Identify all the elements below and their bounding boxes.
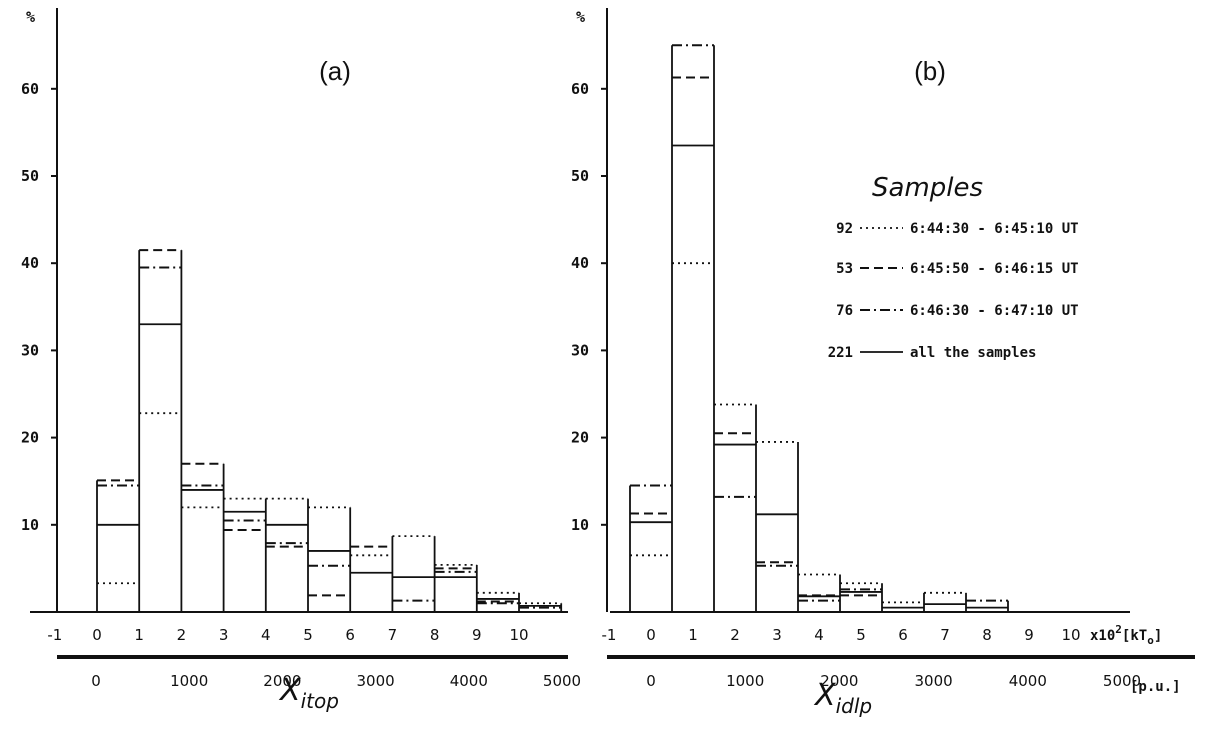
x-tick-label-upper: 8 <box>982 626 992 644</box>
x-tick-label-upper: 5 <box>303 626 313 644</box>
series-solid <box>630 144 1008 609</box>
series-dashed <box>97 249 519 603</box>
series-dotted <box>630 262 966 604</box>
x-tick-label-lower: 0 <box>91 672 101 690</box>
panel-label: (b) <box>914 56 946 86</box>
legend: Samples 92 6:44:30 - 6:45:10 UT 53 6:45:50 -… <box>828 173 1079 361</box>
x-tick-label-lower: 5000 <box>1103 672 1141 690</box>
legend-count: 76 <box>836 303 853 319</box>
series-dashdot <box>630 44 1008 602</box>
x-tick-label-upper: 6 <box>898 626 908 644</box>
x-tick-label-upper: 6 <box>345 626 355 644</box>
x-tick-label-lower: 2000 <box>820 672 858 690</box>
x-lower-unit: [p.u.] <box>1130 679 1181 695</box>
x-tick-label-lower: 3000 <box>357 672 395 690</box>
panel-a: % 10 20 30 40 50 60 -1 0 1 2 3 4 5 6 7 8 9 10 0 1000 2000 3000… <box>21 8 581 713</box>
x-upper-unit: x102[kTo] <box>1090 623 1162 647</box>
x-tick-label-upper: 7 <box>388 626 398 644</box>
x-tick-label-upper: 9 <box>1024 626 1034 644</box>
y-tick-label: 40 <box>21 254 39 272</box>
legend-title: Samples <box>872 173 983 203</box>
legend-count: 92 <box>836 221 853 237</box>
legend-text: 6:46:30 - 6:47:10 UT <box>910 303 1079 319</box>
y-tick-label: 50 <box>571 167 589 185</box>
x-tick-label-upper: 8 <box>430 626 440 644</box>
x-tick-label-lower: 0 <box>646 672 656 690</box>
legend-count: 221 <box>828 345 853 361</box>
x-axis-label: Xitop <box>278 673 339 713</box>
x-tick-label-upper: 10 <box>1061 626 1080 644</box>
x-tick-label-lower: 1000 <box>170 672 208 690</box>
x-tick-label-upper: 2 <box>177 626 187 644</box>
x-tick-label-upper: 9 <box>472 626 482 644</box>
y-tick-label: 40 <box>571 254 589 272</box>
y-tick-label: 30 <box>571 341 589 359</box>
panel-label: (a) <box>319 56 351 86</box>
y-tick-label: 10 <box>21 516 39 534</box>
y-tick-label: 30 <box>21 341 39 359</box>
x-tick-label-upper: 10 <box>509 626 528 644</box>
y-tick-label: 60 <box>21 80 39 98</box>
x-tick-label-upper: 0 <box>646 626 656 644</box>
series-solid <box>97 323 562 607</box>
y-tick-label: 20 <box>21 429 39 447</box>
x-tick-label-upper: 0 <box>92 626 102 644</box>
legend-text: 6:44:30 - 6:45:10 UT <box>910 221 1079 237</box>
x-tick-label-upper: 7 <box>940 626 950 644</box>
x-tick-label-upper: -1 <box>602 626 617 644</box>
x-tick-label-upper: 4 <box>261 626 271 644</box>
series-dotted <box>97 412 562 605</box>
y-axis-label: % <box>576 8 585 26</box>
x-tick-label-lower: 5000 <box>543 672 581 690</box>
y-axis-label: % <box>26 8 35 26</box>
legend-text: all the samples <box>910 345 1036 361</box>
x-tick-label-lower: 1000 <box>726 672 764 690</box>
y-tick-label: 60 <box>571 80 589 98</box>
x-axis-label: Xidlp <box>813 678 872 718</box>
x-tick-label-upper: 2 <box>730 626 740 644</box>
x-tick-label-upper: 1 <box>134 626 144 644</box>
series-dashdot <box>97 266 562 609</box>
legend-count: 53 <box>836 261 853 277</box>
x-tick-label-upper: 4 <box>814 626 824 644</box>
y-tick-label: 20 <box>571 429 589 447</box>
x-tick-label-upper: 3 <box>219 626 229 644</box>
x-tick-label-upper: 5 <box>856 626 866 644</box>
x-tick-label-lower: 2000 <box>263 672 301 690</box>
x-tick-label-lower: 3000 <box>915 672 953 690</box>
y-tick-label: 10 <box>571 516 589 534</box>
x-tick-label-upper: 3 <box>772 626 782 644</box>
legend-text: 6:45:50 - 6:46:15 UT <box>910 261 1079 277</box>
x-tick-label-upper: -1 <box>47 626 62 644</box>
x-tick-label-lower: 4000 <box>450 672 488 690</box>
y-tick-label: 50 <box>21 167 39 185</box>
x-tick-label-upper: 1 <box>688 626 698 644</box>
x-tick-label-lower: 4000 <box>1009 672 1047 690</box>
panel-b: % 10 20 30 40 50 60 -1 0 1 2 3 4 5 6 7 8 9 10 x102[kTo] 0 100… <box>571 8 1195 718</box>
